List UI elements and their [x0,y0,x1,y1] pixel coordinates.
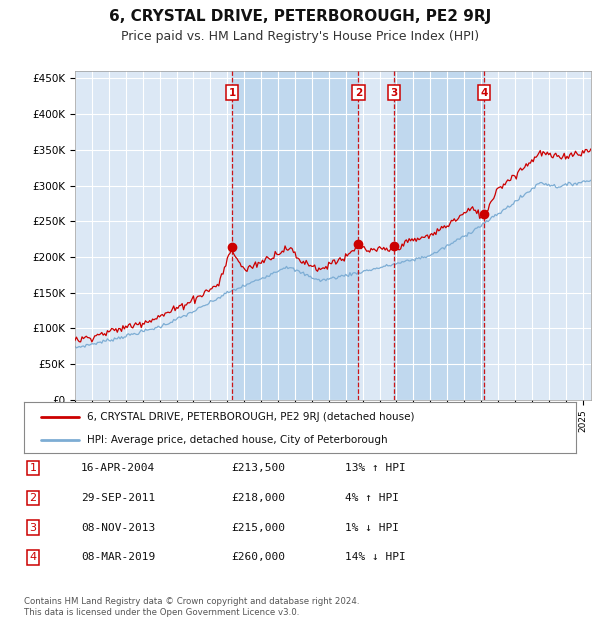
Text: 4: 4 [480,88,488,98]
Text: 3: 3 [390,88,397,98]
Text: 14% ↓ HPI: 14% ↓ HPI [345,552,406,562]
Text: Price paid vs. HM Land Registry's House Price Index (HPI): Price paid vs. HM Land Registry's House … [121,30,479,43]
Text: 2: 2 [29,493,37,503]
Text: 29-SEP-2011: 29-SEP-2011 [81,493,155,503]
Text: 1% ↓ HPI: 1% ↓ HPI [345,523,399,533]
Text: 13% ↑ HPI: 13% ↑ HPI [345,463,406,473]
Text: 08-NOV-2013: 08-NOV-2013 [81,523,155,533]
Text: 2: 2 [355,88,362,98]
Bar [232,71,358,400]
Text: 16-APR-2004: 16-APR-2004 [81,463,155,473]
Text: 4: 4 [29,552,37,562]
Bar [394,71,484,400]
Text: Contains HM Land Registry data © Crown copyright and database right 2024.
This d: Contains HM Land Registry data © Crown c… [24,598,359,617]
Text: 6, CRYSTAL DRIVE, PETERBOROUGH, PE2 9RJ (detached house): 6, CRYSTAL DRIVE, PETERBOROUGH, PE2 9RJ … [88,412,415,422]
Text: 08-MAR-2019: 08-MAR-2019 [81,552,155,562]
Text: 6, CRYSTAL DRIVE, PETERBOROUGH, PE2 9RJ: 6, CRYSTAL DRIVE, PETERBOROUGH, PE2 9RJ [109,9,491,24]
Text: £215,000: £215,000 [231,523,285,533]
Text: 1: 1 [229,88,236,98]
Text: £218,000: £218,000 [231,493,285,503]
Text: 4% ↑ HPI: 4% ↑ HPI [345,493,399,503]
Text: HPI: Average price, detached house, City of Peterborough: HPI: Average price, detached house, City… [88,435,388,445]
Text: £213,500: £213,500 [231,463,285,473]
Text: 1: 1 [29,463,37,473]
Text: 3: 3 [29,523,37,533]
Text: £260,000: £260,000 [231,552,285,562]
